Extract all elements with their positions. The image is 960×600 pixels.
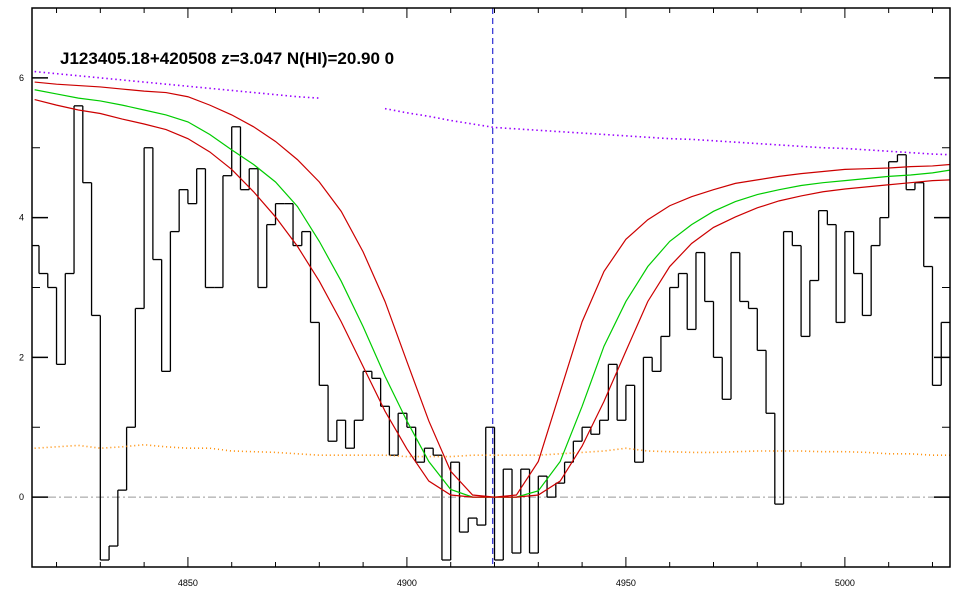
y-tick-label: 6 bbox=[19, 73, 24, 83]
x-tick-label: 4950 bbox=[616, 578, 636, 588]
flux-step-connectors bbox=[38, 105, 942, 561]
chart-title: J123405.18+420508 z=3.047 N(HI)=20.90 0 bbox=[60, 49, 394, 68]
axes: 4850 4900 4950 5000 0 2 4 6 bbox=[19, 8, 950, 588]
model-line bbox=[34, 98, 950, 498]
y-tick-label: 2 bbox=[19, 352, 24, 362]
x-tick-label: 4850 bbox=[178, 578, 198, 588]
plot-area bbox=[32, 8, 950, 567]
x-tick-label: 4900 bbox=[397, 578, 417, 588]
plot-frame bbox=[31, 7, 951, 568]
model-line bbox=[34, 443, 950, 458]
y-tick-label: 0 bbox=[19, 492, 24, 502]
y-tick-label: 4 bbox=[19, 213, 24, 223]
x-tick-label: 5000 bbox=[835, 578, 855, 588]
